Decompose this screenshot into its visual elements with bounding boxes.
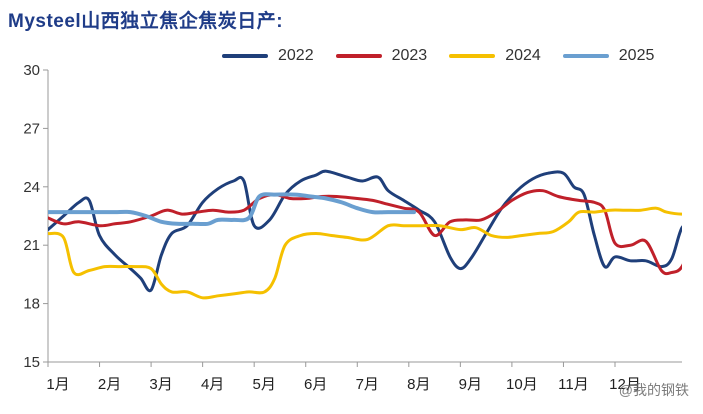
watermark: @我的钢铁 <box>618 382 689 398</box>
series-line-2025 <box>48 192 416 227</box>
y-tick-label: 18 <box>23 296 40 313</box>
legend-swatch-2023 <box>335 54 382 58</box>
x-tick-label: 10月 <box>506 376 538 393</box>
chart-axes: 15 18 21 24 27 30 1月 2月 3月 4月 5月 6月 7月 8月 9月 10月 11月 12月 <box>23 62 682 393</box>
x-tick-label: 4月 <box>201 376 224 393</box>
y-tick-label: 21 <box>23 237 40 254</box>
chart-legend: 2022 2023 2024 2025 <box>222 47 676 65</box>
x-tick-label: 12月 <box>609 376 641 393</box>
legend-label-2025: 2025 <box>618 47 655 64</box>
series-line-2023 <box>48 188 682 276</box>
legend-label-2023: 2023 <box>391 47 428 64</box>
legend-item-2022: 2022 <box>222 47 314 65</box>
y-tick-label: 24 <box>23 179 40 196</box>
legend-label-2022: 2022 <box>278 47 314 64</box>
x-tick-label: 9月 <box>459 376 482 393</box>
legend-item-2023: 2023 <box>335 47 428 65</box>
y-tick-label: 15 <box>23 354 40 371</box>
x-tick-label: 11月 <box>558 376 589 393</box>
x-tick-label: 5月 <box>253 376 276 393</box>
series-line-2024 <box>48 206 682 300</box>
chart-title: Mysteel山西独立焦企焦炭日产: <box>8 11 284 32</box>
legend-swatch-2025 <box>562 54 609 58</box>
chart-series <box>48 169 682 300</box>
legend-item-2024: 2024 <box>449 47 541 65</box>
x-tick-label: 7月 <box>356 376 379 393</box>
x-tick-label: 8月 <box>407 376 430 393</box>
x-tick-label: 3月 <box>149 376 172 393</box>
y-tick-label: 27 <box>23 120 40 137</box>
x-tick-label: 6月 <box>304 376 327 393</box>
x-tick-label: 1月 <box>46 376 69 393</box>
series-line-2022 <box>48 169 682 293</box>
y-tick-label: 30 <box>23 62 40 79</box>
legend-swatch-2022 <box>222 54 268 58</box>
legend-swatch-2024 <box>449 54 496 58</box>
legend-label-2024: 2024 <box>505 47 541 64</box>
legend-item-2025: 2025 <box>562 47 655 65</box>
x-tick-label: 2月 <box>98 376 121 393</box>
